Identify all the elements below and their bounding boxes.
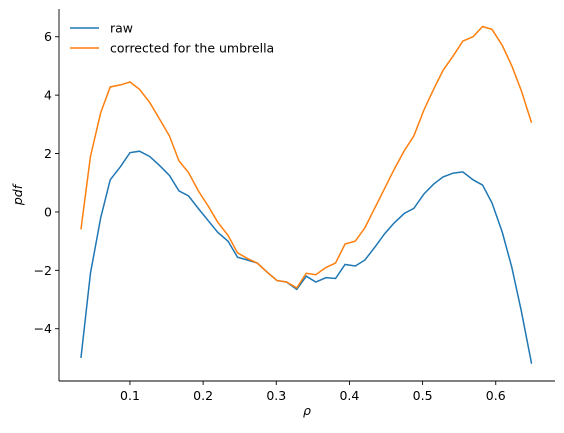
x-axis-label: ρ xyxy=(303,403,311,418)
y-tick-label: 0 xyxy=(44,204,52,219)
x-tick-label: 0.5 xyxy=(413,388,433,403)
x-tick-label: 0.1 xyxy=(120,388,140,403)
y-tick-label: −2 xyxy=(34,263,52,278)
legend-label: corrected for the umbrella xyxy=(110,41,274,56)
legend-label: raw xyxy=(110,21,133,36)
x-tick-label: 0.6 xyxy=(486,388,506,403)
x-tick-label: 0.2 xyxy=(193,388,213,403)
y-tick-label: 2 xyxy=(44,146,52,161)
x-tick-label: 0.4 xyxy=(339,388,359,403)
x-tick-label: 0.3 xyxy=(266,388,286,403)
y-tick-label: 4 xyxy=(44,88,52,103)
y-axis-label: pdf xyxy=(10,183,25,206)
line-series xyxy=(80,25,533,289)
y-tick-label: −4 xyxy=(34,321,52,336)
y-tick-label: 6 xyxy=(44,29,52,44)
line-series xyxy=(80,150,533,364)
